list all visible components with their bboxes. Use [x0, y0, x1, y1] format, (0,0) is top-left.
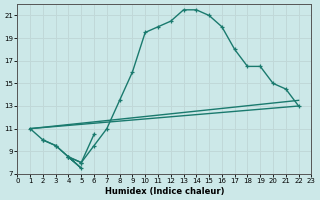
X-axis label: Humidex (Indice chaleur): Humidex (Indice chaleur): [105, 187, 224, 196]
